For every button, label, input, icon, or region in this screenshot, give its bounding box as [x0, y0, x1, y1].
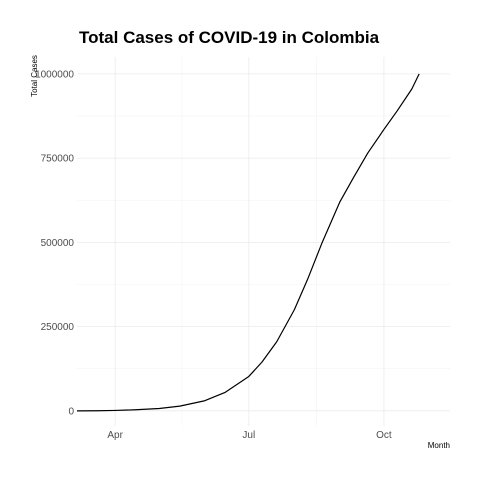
y-axis-title: Total Cases [30, 55, 39, 97]
x-tick-label: Apr [107, 430, 123, 441]
y-tick-label: 750000 [41, 154, 75, 165]
series-line [76, 73, 420, 412]
x-axis-ticks: Apr Jul Oct [107, 430, 392, 441]
major-gridlines [77, 57, 450, 426]
y-tick-label: 250000 [41, 322, 75, 333]
y-axis-ticks: 0 250000 500000 750000 1000000 [35, 69, 74, 417]
y-tick-label: 500000 [41, 238, 75, 249]
minor-gridlines [77, 57, 450, 426]
y-tick-label: 1000000 [35, 69, 74, 80]
chart-title: Total Cases of COVID-19 in Colombia [79, 28, 380, 47]
x-tick-label: Oct [376, 430, 392, 441]
y-tick-label: 0 [68, 406, 74, 417]
series-layer [76, 73, 420, 412]
x-axis-title: Month [428, 441, 450, 450]
x-tick-label: Jul [242, 430, 255, 441]
